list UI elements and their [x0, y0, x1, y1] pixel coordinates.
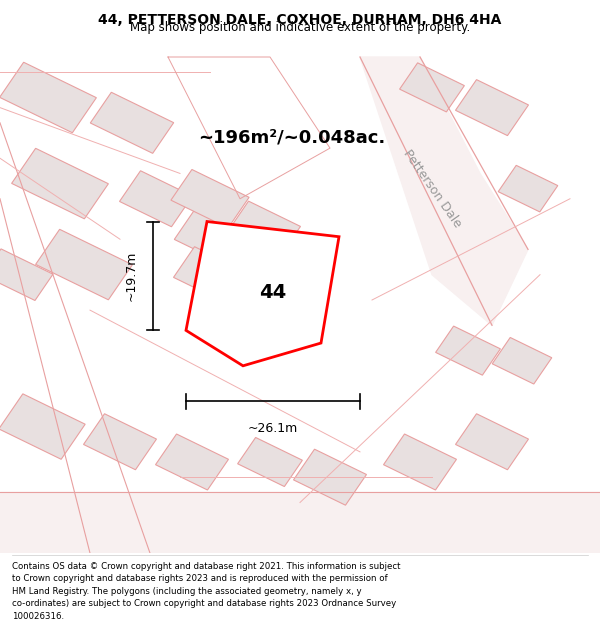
Polygon shape [155, 434, 229, 490]
Polygon shape [171, 169, 249, 228]
Polygon shape [83, 414, 157, 470]
Polygon shape [175, 209, 257, 270]
Polygon shape [400, 63, 464, 112]
Polygon shape [436, 326, 500, 375]
Polygon shape [186, 221, 339, 366]
Polygon shape [0, 62, 97, 132]
Polygon shape [498, 166, 558, 212]
Polygon shape [0, 249, 53, 301]
Polygon shape [173, 247, 247, 302]
Polygon shape [0, 394, 85, 459]
Polygon shape [238, 438, 302, 486]
Polygon shape [227, 201, 301, 257]
Text: ~19.7m: ~19.7m [125, 251, 138, 301]
Polygon shape [383, 434, 457, 490]
Text: Contains OS data © Crown copyright and database right 2021. This information is : Contains OS data © Crown copyright and d… [12, 562, 401, 571]
Polygon shape [455, 79, 529, 136]
Text: 44, PETTERSON DALE, COXHOE, DURHAM, DH6 4HA: 44, PETTERSON DALE, COXHOE, DURHAM, DH6 … [98, 13, 502, 27]
Polygon shape [11, 148, 109, 219]
Text: HM Land Registry. The polygons (including the associated geometry, namely x, y: HM Land Registry. The polygons (includin… [12, 587, 362, 596]
Polygon shape [0, 492, 600, 553]
Polygon shape [248, 263, 316, 317]
Text: 100026316.: 100026316. [12, 612, 64, 621]
Polygon shape [455, 414, 529, 470]
Polygon shape [119, 171, 193, 227]
Text: co-ordinates) are subject to Crown copyright and database rights 2023 Ordnance S: co-ordinates) are subject to Crown copyr… [12, 599, 396, 609]
Text: Map shows position and indicative extent of the property.: Map shows position and indicative extent… [130, 21, 470, 34]
Polygon shape [35, 229, 133, 300]
Text: Petterson Dale: Petterson Dale [400, 148, 464, 230]
Text: ~196m²/~0.048ac.: ~196m²/~0.048ac. [198, 129, 385, 147]
Text: ~26.1m: ~26.1m [248, 421, 298, 434]
Text: to Crown copyright and database rights 2023 and is reproduced with the permissio: to Crown copyright and database rights 2… [12, 574, 388, 583]
Polygon shape [360, 57, 528, 325]
Text: 44: 44 [259, 283, 287, 302]
Polygon shape [91, 92, 173, 153]
Polygon shape [492, 338, 552, 384]
Polygon shape [293, 449, 367, 505]
